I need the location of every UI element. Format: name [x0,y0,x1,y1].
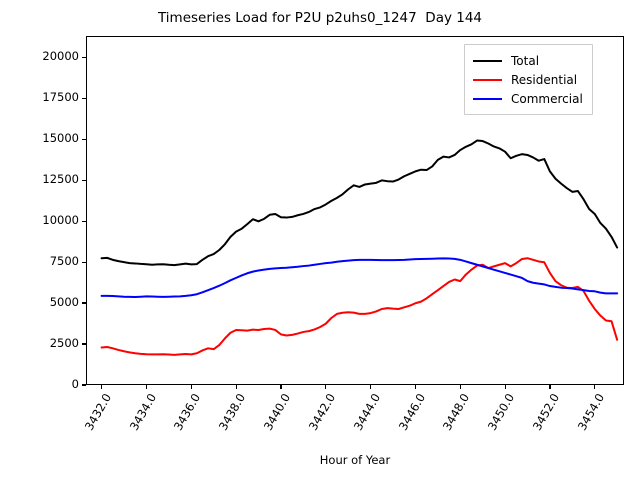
legend-swatch-commercial [473,97,502,100]
x-tick-mark [549,385,551,389]
x-axis-label: Hour of Year [319,453,391,467]
x-tick-mark [414,385,417,389]
y-tick-mark [82,302,86,304]
y-axis: kW total 0250050007500100001250015000175… [0,36,86,391]
x-tick-mark [504,385,506,389]
y-tick-label: 15000 [42,131,79,146]
y-tick-label: 5000 [49,295,79,310]
y-tick-label: 10000 [42,213,79,228]
x-tick-label: 3440.0 [260,391,294,433]
legend-item-commercial: Commercial [473,89,583,108]
y-tick-label: 12500 [42,172,79,187]
x-tick-mark [594,385,596,389]
x-tick-mark [325,385,327,389]
page-title: Timeseries Load for P2U p2uhs0_1247 Day … [157,10,483,26]
x-tick-label: 3442.0 [305,391,338,433]
x-tick-mark [145,385,148,389]
x-tick-mark [101,385,103,389]
legend-label-commercial: Commercial [511,91,583,106]
x-tick-label: 3450.0 [485,391,518,433]
y-tick-mark [82,97,86,99]
x-tick-label: 3438.0 [216,391,249,433]
plot-lines [100,139,619,356]
y-tick-label: 7500 [49,254,79,269]
x-tick-label: 3448.0 [440,391,473,433]
x-tick-mark [459,385,461,389]
y-tick-mark [82,343,86,345]
y-tick-mark [82,384,86,386]
y-tick-mark [82,220,86,222]
legend-item-total: Total [473,51,583,70]
legend-item-residential: Residential [473,70,583,89]
y-tick-label: 2500 [49,336,79,351]
x-tick-label: 3446.0 [395,391,428,433]
x-tick-label: 3434.0 [126,391,159,433]
series-line-total [100,139,619,267]
x-tick-label: 3454.0 [574,391,607,433]
y-tick-mark [82,261,86,263]
y-tick-label: 0 [71,377,79,391]
x-tick-mark [235,385,237,389]
legend-swatch-total [473,59,502,62]
x-tick-mark [280,385,282,389]
x-tick-mark [370,385,372,389]
y-tick-mark [82,179,86,181]
series-line-commercial [100,257,619,299]
y-tick-label: 17500 [42,90,79,105]
x-tick-label: 3444.0 [350,391,383,433]
y-tick-label: 20000 [42,49,79,64]
chart-legend: Total Residential Commercial [464,44,593,115]
legend-swatch-residential [473,78,502,81]
x-tick-label: 3432.0 [81,391,114,433]
legend-label-total: Total [511,53,540,68]
legend-label-residential: Residential [511,72,578,87]
y-tick-mark [82,56,86,58]
y-tick-mark [82,138,86,140]
x-axis: Hour of Year 3432.0 3434.0 3436.0 3438.0 344… [82,385,624,480]
x-tick-label: 3452.0 [529,391,563,433]
series-line-residential [100,257,619,356]
x-tick-label: 3436.0 [171,391,204,433]
x-tick-mark [190,385,192,389]
